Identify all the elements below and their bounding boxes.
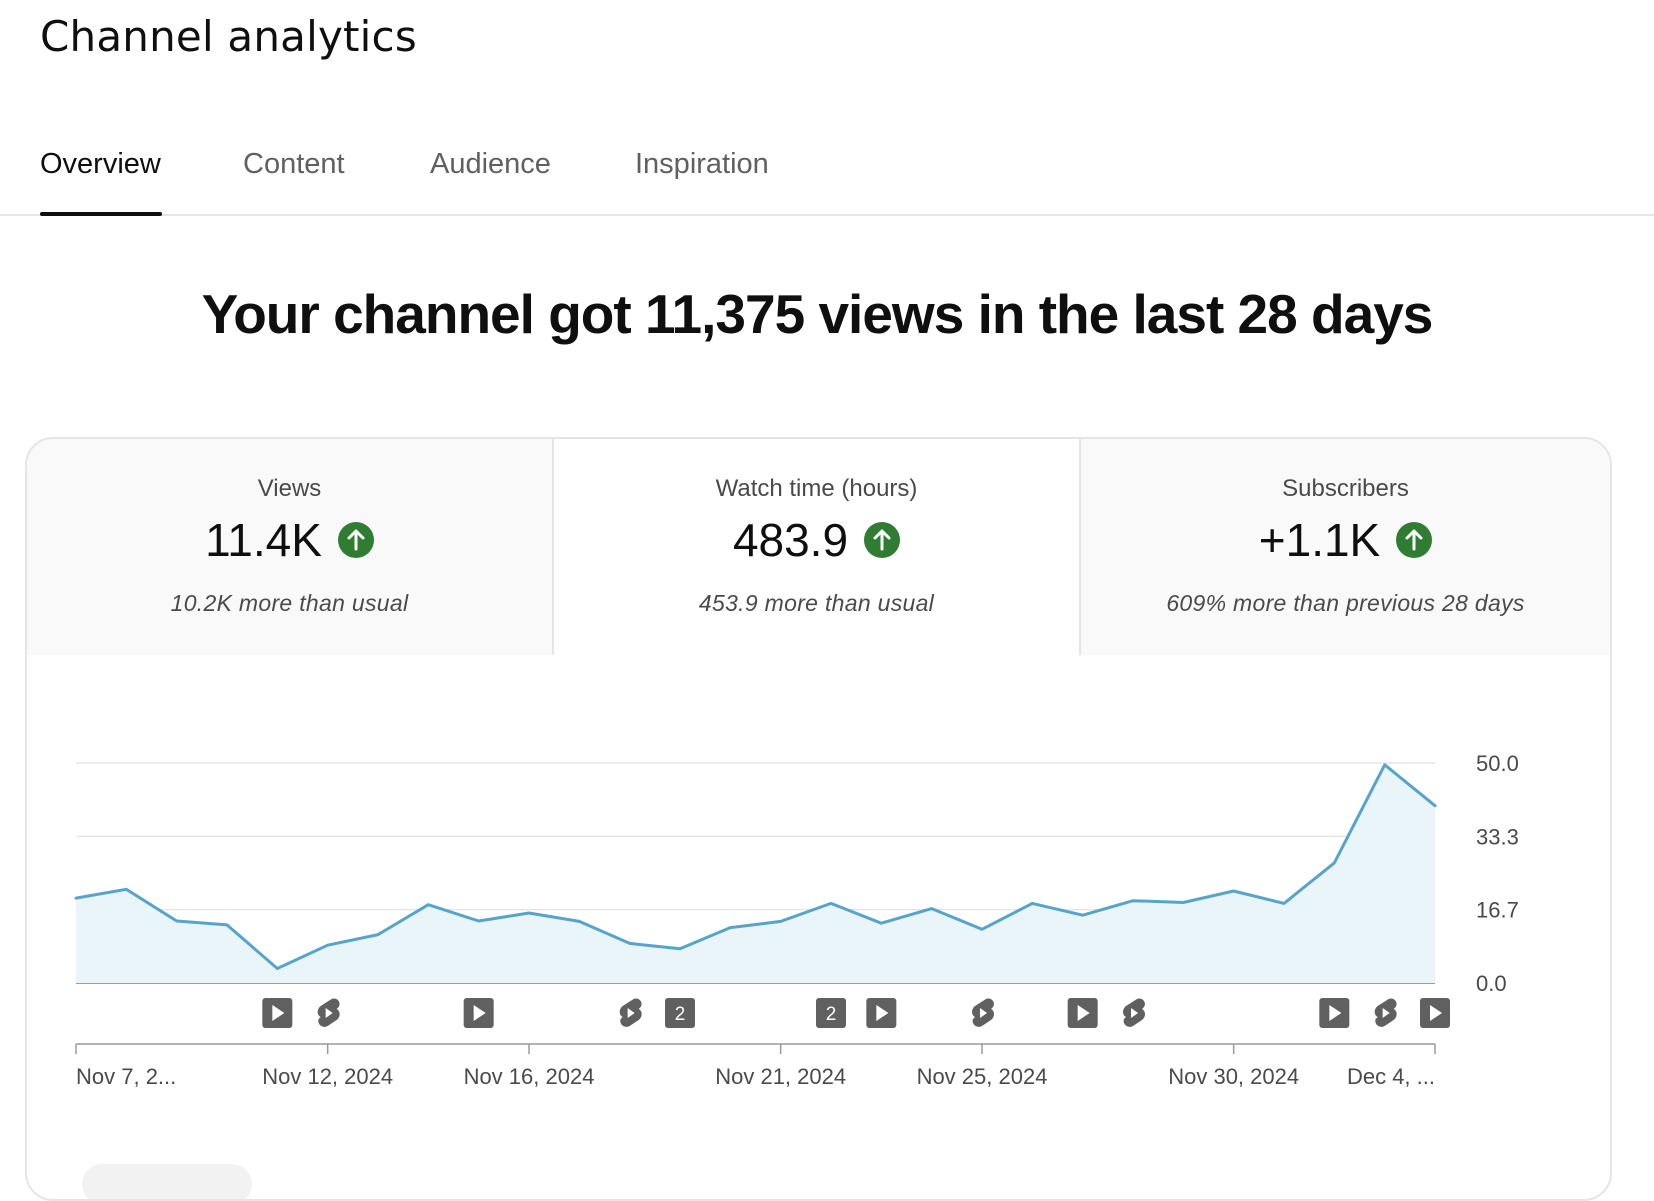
metric-label: Views (257, 475, 322, 502)
arrow-up-icon (1396, 522, 1433, 558)
tab-bar: Overview Content Audience Inspiration (0, 130, 1654, 216)
tab-audience[interactable]: Audience (430, 148, 551, 180)
series-line (74, 763, 1437, 970)
tab-overview[interactable]: Overview (40, 148, 161, 180)
shorts-upload-icon (619, 998, 642, 1027)
y-tick-label: 33.3 (1476, 824, 1519, 849)
metric-tab-watch-time[interactable]: Watch time (hours) 483.9 453.9 more than… (554, 439, 1081, 655)
x-tick-label: Nov 21, 2024 (715, 1064, 846, 1089)
metric-value: 483.9 (732, 514, 849, 566)
shorts-upload-icon (1123, 998, 1145, 1027)
chart-svg: 0.0 16.7 33.3 50.0 2 2 Nov 7, 2... Nov 12, 2024… (74, 751, 1519, 1089)
x-tick-label: Nov 25, 2024 (917, 1064, 1048, 1089)
video-upload-icon (1420, 998, 1450, 1028)
y-tick-label: 0.0 (1476, 971, 1507, 996)
page-title: Channel analytics (40, 12, 417, 61)
metric-note: 453.9 more than usual (698, 590, 935, 616)
metrics-card: Views 11.4K 10.2K more than usual Watch … (25, 437, 1612, 1201)
upload-count-label: 2 (675, 1004, 686, 1025)
tab-content[interactable]: Content (243, 148, 345, 180)
shorts-upload-icon (317, 998, 340, 1027)
x-tick-label: Nov 16, 2024 (464, 1064, 595, 1089)
video-upload-icon (866, 998, 897, 1028)
shorts-upload-icon (972, 998, 994, 1027)
metric-value: 11.4K (205, 514, 322, 566)
x-tick-label: Nov 12, 2024 (262, 1064, 393, 1089)
arrow-up-icon (337, 522, 374, 558)
y-tick-label: 50.0 (1476, 751, 1519, 776)
video-upload-icon (463, 998, 494, 1028)
active-tab-indicator (40, 212, 162, 216)
metric-note: 609% more than previous 28 days (1166, 590, 1525, 616)
video-upload-icon (262, 998, 293, 1028)
see-more-button[interactable] (82, 1164, 252, 1199)
metric-label: Watch time (hours) (715, 475, 918, 502)
video-upload-icon (1067, 998, 1098, 1028)
watch-time-chart: 0.0 16.7 33.3 50.0 2 2 Nov 7, 2... Nov 12, 2024… (27, 655, 1610, 1199)
tab-inspiration[interactable]: Inspiration (635, 148, 769, 180)
shorts-upload-icon (1374, 998, 1397, 1027)
views-headline: Your channel got 11,375 views in the las… (201, 283, 1434, 345)
x-tick-label: Nov 7, 2... (76, 1064, 176, 1089)
y-tick-label: 16.7 (1476, 898, 1519, 923)
upload-count-badge (665, 998, 695, 1028)
metric-label: Subscribers (1282, 475, 1409, 502)
x-tick-label: Dec 4, ... (1347, 1064, 1435, 1089)
metric-tab-subscribers[interactable]: Subscribers +1.1K 609% more than previou… (1081, 439, 1610, 655)
series-area (76, 764, 1435, 983)
upload-count-label: 2 (826, 1004, 837, 1025)
x-tick-label: Nov 30, 2024 (1168, 1064, 1299, 1089)
arrow-up-icon (864, 522, 901, 558)
metric-note: 10.2K more than usual (170, 590, 409, 616)
upload-count-badge (816, 998, 846, 1028)
video-upload-icon (1319, 998, 1350, 1028)
metric-tab-views[interactable]: Views 11.4K 10.2K more than usual (27, 439, 554, 655)
metric-value: +1.1K (1258, 514, 1381, 566)
